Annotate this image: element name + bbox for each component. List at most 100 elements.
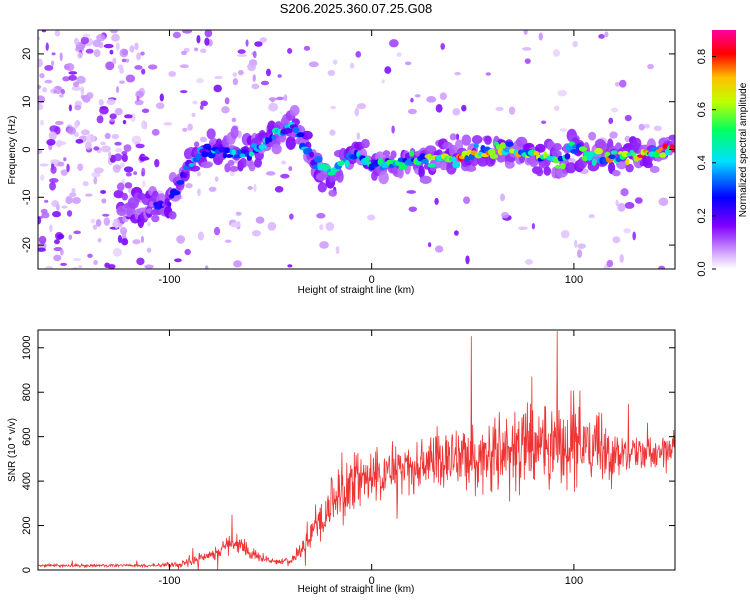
- spectrogram-speckle: [112, 247, 123, 257]
- spectrogram-speckle: [624, 202, 635, 209]
- spectrogram-speckle: [434, 245, 444, 253]
- spectrogram-speckle: [265, 68, 271, 77]
- spectrogram-speckle: [200, 100, 208, 107]
- spectrogram-speckle: [531, 222, 535, 230]
- spectrogram-speckle: [404, 61, 412, 66]
- spectrogram-halo: [121, 192, 129, 201]
- spectrogram-speckle: [66, 210, 73, 217]
- spectrogram-speckle: [623, 228, 631, 234]
- spectrogram-speckle: [251, 83, 260, 90]
- spectrogram-halo: [206, 128, 216, 140]
- spectrogram-speckle: [159, 93, 164, 102]
- spectrogram-speckle: [38, 84, 42, 90]
- spectrogram-speckle: [618, 79, 627, 88]
- spectrogram-speckle: [154, 158, 160, 168]
- spectrogram-speckle: [247, 62, 256, 72]
- spectrogram-speckle: [53, 89, 58, 94]
- spectrogram-cell: [313, 156, 323, 163]
- spectrogram-speckle: [538, 32, 544, 41]
- spectrogram-speckle: [102, 213, 110, 217]
- spectrogram-speckle: [84, 141, 92, 150]
- spectrogram-speckle: [426, 95, 437, 103]
- spectrogram-speckle: [176, 235, 186, 244]
- spectrogram-speckle: [92, 224, 98, 230]
- spectrogram-speckle: [63, 157, 67, 162]
- spectrogram-cell: [207, 146, 212, 151]
- spectrogram-cell: [505, 141, 514, 147]
- spectrogram-speckle: [141, 108, 150, 114]
- spectrogram-speckle: [74, 120, 79, 129]
- spectrogram-speckle: [617, 202, 626, 212]
- spectrogram-speckle: [119, 48, 129, 58]
- spectrogram-speckle: [82, 33, 91, 38]
- spectrogram-speckle: [121, 153, 128, 163]
- spectrogram-cell: [591, 158, 597, 167]
- spectrogram-halo: [625, 163, 634, 173]
- spectrogram-halo: [552, 142, 562, 151]
- spectrogram-speckle: [39, 72, 45, 79]
- spectrogram-speckle: [280, 173, 290, 179]
- spectrogram-speckle: [110, 30, 118, 34]
- spectrogram-speckle: [172, 31, 181, 39]
- spectrogram-speckle: [525, 259, 534, 265]
- spectrogram-speckle: [181, 50, 187, 56]
- spectrogram-speckle: [86, 92, 94, 100]
- spectrogram-speckle: [146, 247, 152, 253]
- spectrogram-speckle: [95, 219, 102, 227]
- spectrogram-speckle: [53, 247, 63, 252]
- spectrogram-speckle: [287, 264, 293, 268]
- spectrogram-speckle: [427, 242, 432, 248]
- spectrogram-speckle: [120, 162, 125, 168]
- spectrogram-speckle: [452, 108, 461, 116]
- spectrogram-speckle: [96, 34, 106, 42]
- spectrogram-cell: [568, 141, 575, 147]
- spectrogram-speckle: [251, 230, 261, 237]
- spectrogram-cell: [296, 132, 305, 138]
- spectrogram-cell: [286, 127, 293, 134]
- spectrogram-speckle: [66, 163, 70, 173]
- spectrogram-halo: [230, 125, 239, 139]
- spectrogram-speckle: [384, 66, 392, 74]
- spectrogram-speckle: [54, 126, 61, 135]
- spectrogram-speckle: [147, 221, 151, 227]
- spectrogram-speckle: [86, 134, 96, 143]
- spectrogram-speckle: [49, 178, 59, 183]
- spectrogram-speckle: [105, 61, 115, 71]
- spectrogram-speckle: [100, 190, 107, 194]
- spectrogram-speckle: [129, 45, 135, 53]
- spectrogram-speckle: [414, 94, 421, 98]
- spectrogram-speckle: [117, 64, 124, 70]
- spectrogram-speckle: [434, 197, 439, 205]
- colorbar-tick-label: 0.4: [696, 155, 708, 170]
- spectrogram-speckle: [658, 197, 669, 206]
- spectrogram-speckle: [59, 94, 64, 98]
- snr-y-tick-label: 200: [21, 516, 33, 534]
- spectrogram-speckle: [44, 79, 53, 84]
- spectrogram-halo: [301, 130, 313, 140]
- spectrogram-speckle: [85, 48, 94, 54]
- spectrogram-speckle: [71, 85, 81, 91]
- spectrogram-speckle: [252, 74, 256, 82]
- spectrogram-speckle: [100, 145, 111, 153]
- spectrogram-speckle: [38, 235, 47, 245]
- spectrogram-halo: [227, 159, 235, 167]
- spectrogram-speckle: [38, 95, 46, 104]
- spectrogram-x-tick-label: -100: [158, 274, 180, 286]
- spectrogram-halo: [113, 190, 124, 199]
- spectrogram-speckle: [410, 97, 414, 103]
- spectrogram-halo: [285, 136, 297, 150]
- spectrogram-speckle: [93, 49, 101, 58]
- spectrogram-speckle: [60, 169, 68, 176]
- spectrogram-cell: [271, 134, 277, 140]
- spectrogram-y-tick-label: 10: [21, 96, 33, 108]
- spectrogram-halo: [378, 171, 389, 185]
- spectrogram-speckle: [136, 52, 141, 61]
- spectrogram-speckle: [187, 123, 193, 131]
- snr-y-tick-label: 600: [21, 427, 33, 445]
- spectrogram-cell: [594, 147, 603, 155]
- spectrogram-halo: [248, 161, 256, 172]
- spectrogram-speckle: [454, 230, 459, 236]
- spectrogram-halo: [632, 137, 642, 150]
- spectrogram-halo: [239, 157, 248, 168]
